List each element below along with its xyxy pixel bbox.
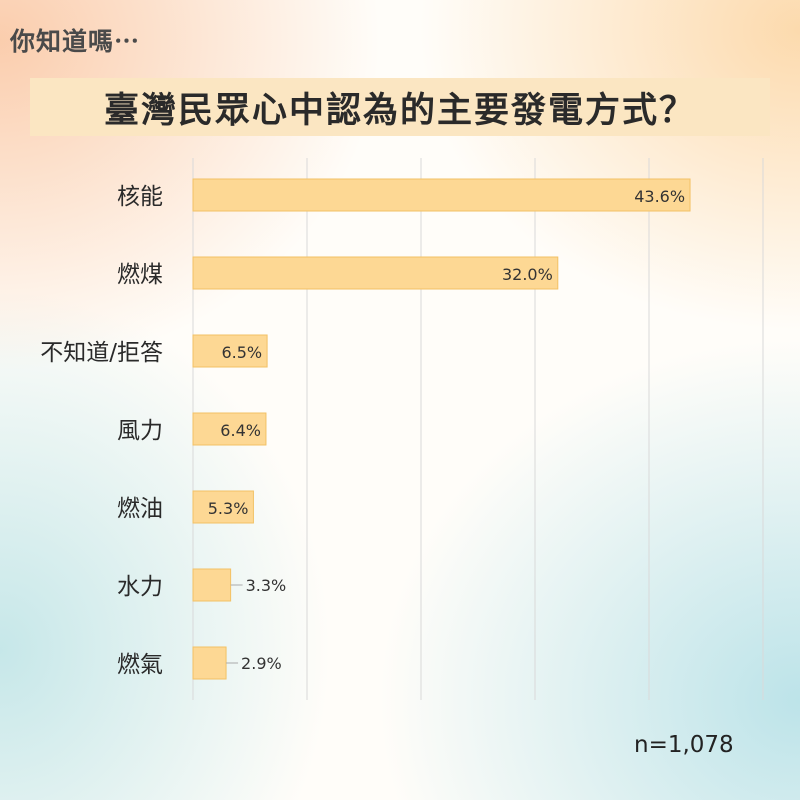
data-label: 3.3%	[246, 576, 287, 595]
data-label: 6.5%	[221, 343, 262, 362]
bar	[192, 334, 268, 368]
data-label: 5.3%	[208, 499, 249, 518]
bar	[192, 646, 227, 680]
bar	[192, 256, 559, 290]
category-label: 燃氣	[117, 652, 163, 678]
bar	[192, 178, 691, 212]
data-label: 32.0%	[502, 265, 553, 284]
title-banner: 臺灣民眾心中認為的主要發電方式？	[30, 78, 770, 136]
bar	[192, 568, 232, 602]
data-label: 2.9%	[241, 654, 282, 673]
chart-title: 臺灣民眾心中認為的主要發電方式？	[103, 90, 696, 131]
bar	[192, 412, 267, 446]
category-label: 燃油	[117, 496, 163, 522]
category-label: 不知道/拒答	[40, 340, 163, 366]
data-label: 43.6%	[634, 187, 685, 206]
category-label: 燃煤	[117, 262, 163, 288]
bar	[192, 490, 254, 524]
data-label: 6.4%	[220, 421, 261, 440]
category-label: 水力	[117, 574, 163, 600]
category-label: 風力	[117, 418, 163, 444]
kicker-text: 你知道嗎⋯	[10, 27, 141, 56]
sample-size-note: n=1,078	[634, 732, 734, 758]
category-label: 核能	[117, 184, 163, 210]
